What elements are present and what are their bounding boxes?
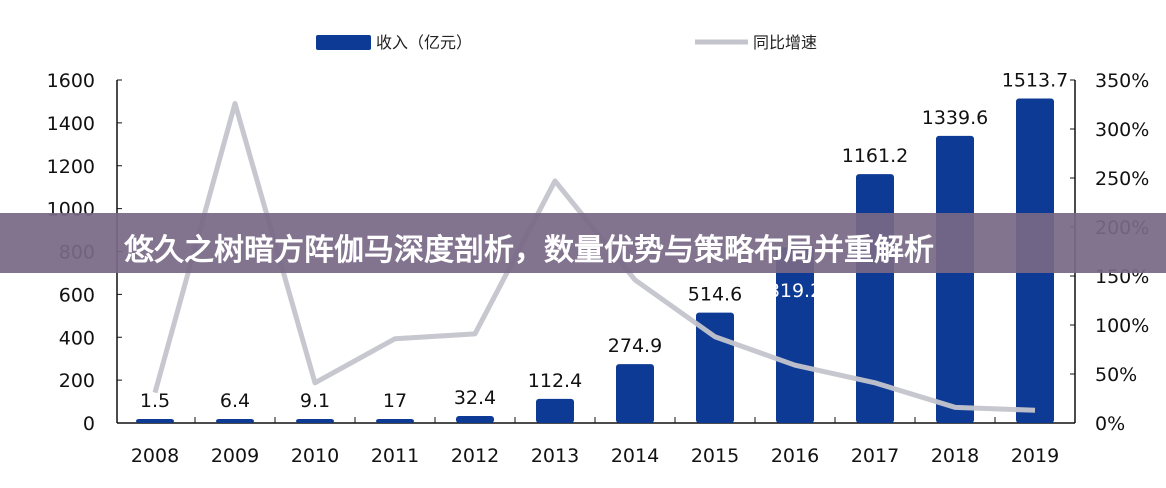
bar-label-2011: 17 <box>383 390 407 412</box>
right-tick-label: 250% <box>1095 168 1149 190</box>
bar-label-2010: 9.1 <box>300 390 330 412</box>
bar-label-2015: 514.6 <box>688 284 742 306</box>
left-tick-label: 1400 <box>47 113 95 135</box>
x-tick-label: 2008 <box>131 445 179 467</box>
bar-label-2019: 1513.7 <box>1002 70 1068 92</box>
bar-label-2012: 32.4 <box>454 387 496 409</box>
x-tick-label: 2012 <box>451 445 499 467</box>
left-tick-label: 1600 <box>47 70 95 92</box>
x-tick-label: 2015 <box>691 445 739 467</box>
x-tick-label: 2010 <box>291 445 339 467</box>
bar-label-2008: 1.5 <box>140 390 170 412</box>
bar-2013 <box>536 398 574 423</box>
right-tick-label: 100% <box>1095 315 1149 337</box>
bar-label-2009: 6.4 <box>220 390 250 412</box>
right-tick-label: 300% <box>1095 119 1149 141</box>
bar-2012 <box>456 416 494 423</box>
bar-2016 <box>776 247 814 423</box>
bar-2018 <box>936 135 974 424</box>
x-tick-label: 2016 <box>771 445 819 467</box>
bar-label-2018: 1339.6 <box>922 107 988 129</box>
bar-2014 <box>616 364 654 423</box>
legend-swatch-revenue <box>316 35 371 50</box>
x-tick-label: 2011 <box>371 445 419 467</box>
x-tick-label: 2017 <box>851 445 899 467</box>
bar-2009 <box>216 419 254 423</box>
left-tick-label: 600 <box>59 284 95 306</box>
legend-label-revenue: 收入（亿元） <box>376 33 472 52</box>
left-tick-label: 200 <box>59 370 95 392</box>
x-tick-label: 2009 <box>211 445 259 467</box>
x-tick-label: 2013 <box>531 445 579 467</box>
x-tick-label: 2014 <box>611 445 659 467</box>
legend-label-growth: 同比增速 <box>753 33 817 52</box>
right-tick-label: 0% <box>1095 413 1125 435</box>
bar-label-2013: 112.4 <box>528 370 582 392</box>
right-tick-label: 350% <box>1095 70 1149 92</box>
bar-2011 <box>376 419 414 423</box>
bar-label-2014: 274.9 <box>608 335 662 357</box>
bar-2010 <box>296 419 334 423</box>
banner-title: 悠久之树暗方阵伽马深度剖析，数量优势与策略布局并重解析 <box>124 233 934 268</box>
bar-label-2017: 1161.2 <box>842 145 908 167</box>
title-banner: 悠久之树暗方阵伽马深度剖析，数量优势与策略布局并重解析 <box>0 213 1166 273</box>
x-tick-label: 2018 <box>931 445 979 467</box>
bar-2008 <box>136 419 174 423</box>
x-tick-label: 2019 <box>1011 445 1059 467</box>
bar-label-2016: 819.2 <box>768 280 822 302</box>
left-tick-label: 400 <box>59 327 95 349</box>
left-tick-label: 0 <box>83 413 95 435</box>
right-tick-label: 50% <box>1095 364 1137 386</box>
left-tick-label: 1200 <box>47 156 95 178</box>
